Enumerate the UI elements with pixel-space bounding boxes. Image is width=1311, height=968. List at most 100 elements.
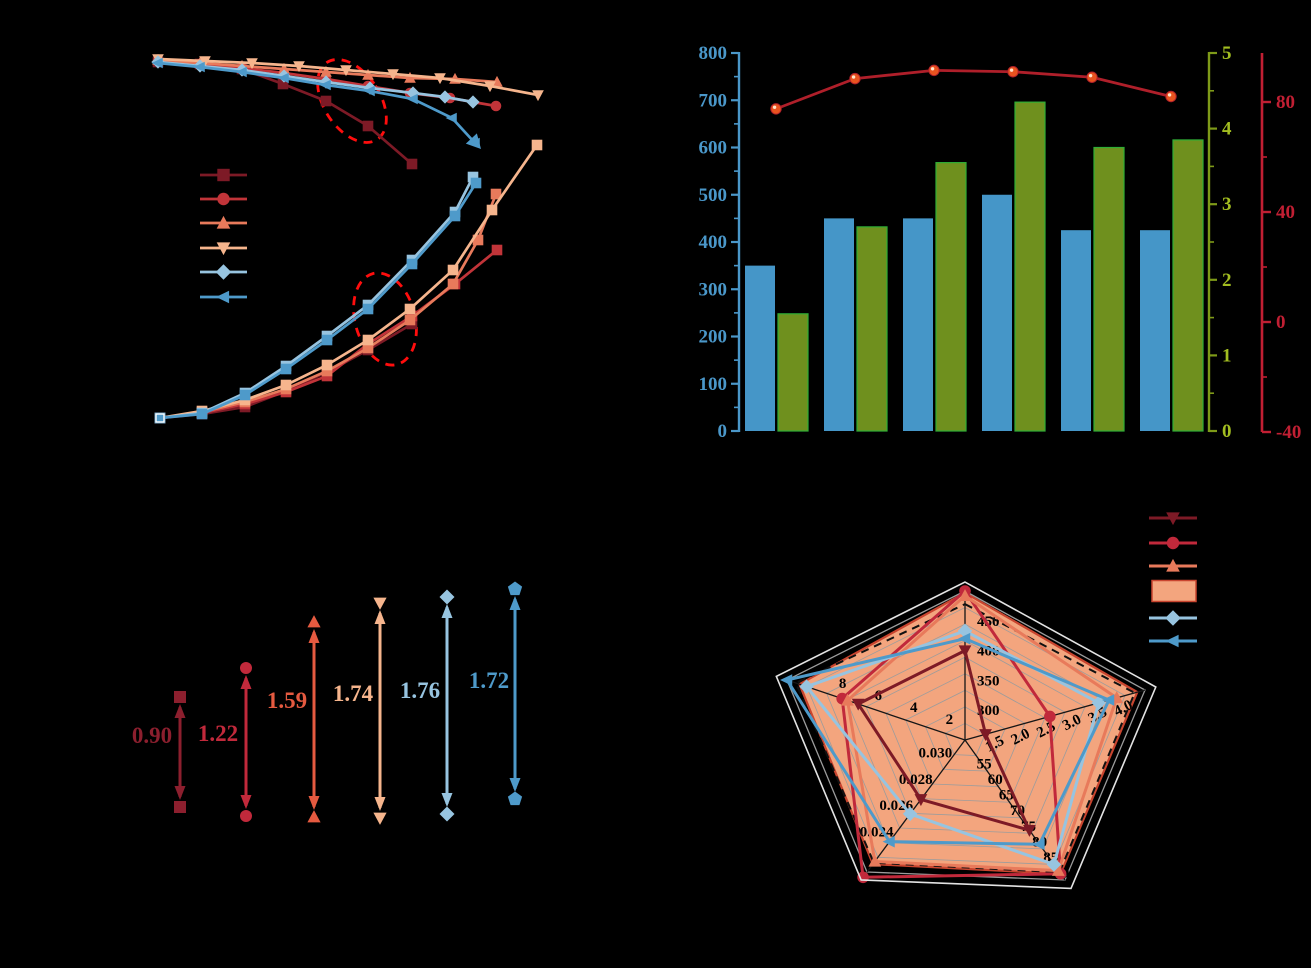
legend-diamond-icon bbox=[1165, 610, 1181, 626]
left-axis-label: 600 bbox=[699, 138, 728, 159]
salmon-series-marker-icon bbox=[868, 854, 882, 867]
radar-frame bbox=[775, 581, 1157, 890]
blue-bar bbox=[1061, 230, 1091, 431]
series-5-voltage-marker-icon bbox=[466, 95, 480, 109]
down-arrowhead-icon bbox=[174, 786, 186, 800]
series-3-voltage-marker-icon bbox=[404, 71, 416, 83]
range-bottom-circle-icon bbox=[240, 810, 252, 822]
radar-tick-label: 0.026 bbox=[879, 798, 913, 814]
line-marker-icon bbox=[1086, 71, 1098, 83]
lightblue-series-marker-icon bbox=[1091, 695, 1106, 711]
up-arrowhead-icon bbox=[441, 604, 453, 618]
lightblue-series-polygon bbox=[804, 629, 1101, 867]
red-line bbox=[775, 68, 1172, 111]
highlight-ellipse bbox=[316, 58, 388, 144]
left-axis-label: 500 bbox=[699, 185, 728, 206]
radar-ring bbox=[924, 706, 1006, 772]
panel-a-svg bbox=[151, 53, 544, 424]
legend-triangle-up-icon bbox=[1166, 558, 1180, 572]
line-marker-icon bbox=[1165, 90, 1177, 103]
series-4-voltage-marker-icon bbox=[293, 61, 305, 73]
legend-circle-icon bbox=[1166, 536, 1180, 550]
radar-tick-label: 0.028 bbox=[899, 772, 933, 788]
salmon-series-marker-icon bbox=[1051, 863, 1065, 876]
series-3-power-marker-icon bbox=[472, 234, 484, 246]
series-3-power-line bbox=[159, 193, 498, 420]
radar-spoke bbox=[964, 739, 1066, 881]
series-6-power-line bbox=[159, 182, 478, 420]
range-top-triangle-down-icon bbox=[373, 597, 387, 610]
panel-b-svg: 0 100 200 300 400 500 600 700 800 0 1 2 3 4 5 -40 0 40 80 bbox=[699, 43, 1302, 443]
left-axis-label: 800 bbox=[699, 43, 728, 64]
red-series-marker-icon bbox=[1044, 710, 1056, 723]
down-arrowhead-icon bbox=[374, 797, 386, 811]
steelblue-series-marker-icon bbox=[780, 674, 793, 686]
series-4-power-marker-icon bbox=[531, 139, 543, 151]
series-6-voltage-marker-icon bbox=[235, 66, 247, 78]
range-top-pentagon-icon bbox=[507, 581, 523, 596]
panel-d-radar-chart: 3003504004501.52.02.53.03.54.05560657075… bbox=[656, 484, 1311, 968]
panel-a-line-chart bbox=[0, 0, 656, 484]
range-value-label: 1.74 bbox=[333, 681, 374, 706]
series-6-voltage-marker-icon bbox=[319, 79, 331, 91]
far-right-axis-label: 0 bbox=[1276, 312, 1286, 333]
line-marker-highlight-icon bbox=[851, 75, 856, 79]
range-value-label: 1.22 bbox=[198, 721, 238, 746]
radar-tick-label: 4 bbox=[910, 700, 918, 716]
left-axis-label: 100 bbox=[699, 374, 728, 395]
range-bottom-square-icon bbox=[174, 801, 186, 813]
series-4-voltage-marker-icon bbox=[340, 65, 352, 77]
series-6-power-marker-icon bbox=[280, 363, 292, 375]
salmon-series-marker-icon bbox=[841, 693, 854, 706]
far-right-axis-label: -40 bbox=[1276, 422, 1301, 443]
line-marker-highlight-icon bbox=[1167, 93, 1172, 97]
series-6-voltage-marker-icon bbox=[151, 57, 163, 69]
series-4-power-marker-icon bbox=[321, 359, 333, 371]
series-6-power-marker-icon bbox=[470, 177, 482, 189]
series-4-voltage-marker-icon bbox=[387, 69, 399, 81]
blue-bar bbox=[824, 218, 854, 431]
range-top-diamond-icon bbox=[439, 589, 455, 605]
series-4-power-marker-icon bbox=[447, 264, 459, 276]
series-6-voltage-line bbox=[157, 61, 476, 144]
steelblue-series-marker-icon bbox=[1102, 694, 1115, 706]
green-bar bbox=[1172, 139, 1204, 432]
legend-triangle-down-icon bbox=[1166, 512, 1180, 526]
series-4-voltage-marker-icon bbox=[532, 90, 544, 102]
down-arrowhead-icon bbox=[509, 778, 521, 792]
green-bar bbox=[856, 226, 888, 432]
maroon-series-marker-icon bbox=[979, 729, 992, 741]
panel-d-legend bbox=[1149, 512, 1197, 648]
radar-tick-label: 6 bbox=[874, 688, 882, 704]
lightblue-series-marker-icon bbox=[1046, 857, 1062, 872]
right-axis-label: 0 bbox=[1222, 421, 1232, 442]
series-3-voltage-marker-icon bbox=[320, 65, 332, 77]
series-3-power-marker-icon bbox=[321, 365, 333, 377]
steelblue-series-polygon bbox=[784, 637, 1112, 846]
radar-tick-label: 55 bbox=[977, 757, 992, 773]
series-6-power-marker-icon bbox=[196, 408, 208, 420]
radar-tick-label: 2.0 bbox=[1009, 726, 1033, 749]
legend-triangle-down-icon bbox=[216, 242, 231, 256]
range-value-label: 1.76 bbox=[400, 678, 440, 703]
left-axis-label: 0 bbox=[718, 421, 728, 442]
green-bar bbox=[1014, 101, 1046, 432]
line-marker-highlight-icon bbox=[930, 67, 935, 71]
series-6-voltage-marker-icon bbox=[363, 85, 375, 97]
radar-tick-label: 350 bbox=[977, 673, 1000, 689]
series-4-voltage-marker-icon bbox=[246, 58, 258, 70]
steelblue-series-marker-icon bbox=[1032, 838, 1045, 851]
line-marker-highlight-icon bbox=[772, 105, 777, 109]
arrowhead-icon bbox=[465, 133, 481, 149]
legend-square-icon bbox=[217, 168, 230, 182]
left-axis-label: 200 bbox=[699, 327, 728, 348]
radar-tick-label: 2 bbox=[946, 712, 954, 728]
radar-tick-label: 8 bbox=[839, 676, 847, 692]
lightblue-series-marker-icon bbox=[902, 806, 918, 822]
green-bar bbox=[935, 162, 967, 432]
down-arrowhead-icon bbox=[441, 793, 453, 807]
series-3-power-marker-icon bbox=[490, 188, 502, 200]
radar-ring bbox=[845, 640, 1086, 834]
series-6-voltage-marker-icon bbox=[277, 72, 289, 84]
